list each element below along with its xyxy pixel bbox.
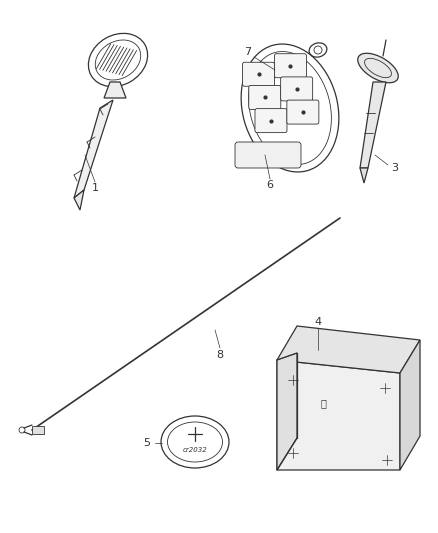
Text: 8: 8 [216, 350, 223, 360]
Circle shape [285, 372, 301, 388]
Polygon shape [277, 360, 400, 470]
Circle shape [285, 445, 301, 461]
Polygon shape [360, 168, 368, 183]
Text: cr2032: cr2032 [183, 447, 207, 453]
Ellipse shape [358, 53, 398, 83]
FancyBboxPatch shape [255, 109, 287, 133]
Circle shape [320, 380, 400, 460]
Circle shape [379, 452, 395, 468]
Text: ⚿: ⚿ [320, 398, 326, 408]
Text: 3: 3 [392, 163, 399, 173]
Text: 5: 5 [144, 438, 151, 448]
Text: 6: 6 [266, 180, 273, 190]
FancyBboxPatch shape [287, 100, 319, 124]
Text: 4: 4 [314, 317, 321, 327]
Polygon shape [74, 190, 84, 210]
Polygon shape [104, 82, 126, 98]
Text: 7: 7 [244, 47, 251, 57]
Text: 1: 1 [92, 183, 99, 193]
Circle shape [342, 402, 378, 438]
Polygon shape [74, 100, 113, 198]
FancyBboxPatch shape [249, 85, 281, 109]
FancyBboxPatch shape [281, 77, 313, 101]
FancyBboxPatch shape [243, 62, 275, 86]
Polygon shape [400, 340, 420, 470]
Polygon shape [32, 426, 44, 434]
Polygon shape [277, 326, 420, 373]
FancyBboxPatch shape [235, 142, 301, 168]
FancyBboxPatch shape [275, 54, 307, 78]
Polygon shape [360, 82, 386, 168]
Circle shape [377, 380, 393, 396]
Polygon shape [277, 353, 297, 470]
